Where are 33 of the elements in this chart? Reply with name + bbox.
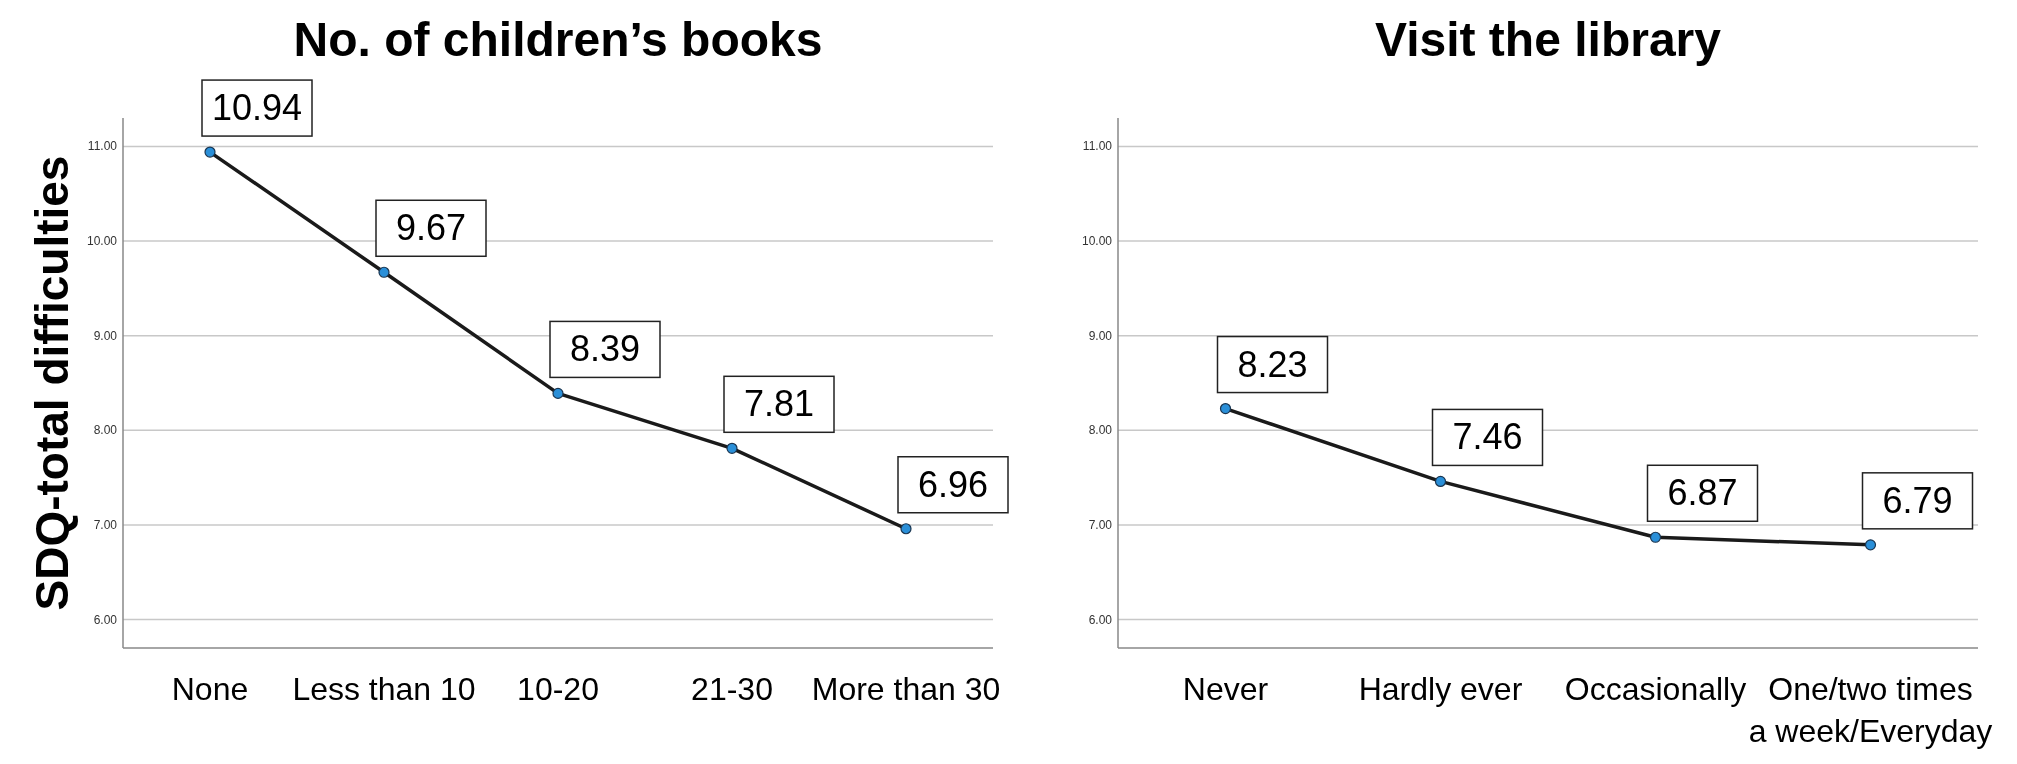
y-tick-label: 9.00: [93, 328, 118, 343]
data-label: 6.96: [917, 463, 989, 505]
x-tick-label: One/two times a week/Everyday: [1748, 671, 1993, 749]
data-label: 6.87: [1667, 472, 1738, 514]
y-tick-label: 11.00: [87, 139, 118, 154]
x-tick-label: Hardly ever: [1358, 671, 1523, 707]
x-tick-label: More than 30: [811, 671, 1001, 707]
x-tick-label: Never: [1182, 671, 1269, 707]
x-tick-label: None: [171, 671, 249, 707]
data-label: 7.81: [743, 383, 815, 425]
chart-title: No. of children’s books: [293, 13, 823, 66]
y-tick-label: 8.00: [93, 423, 118, 438]
data-label: 8.39: [569, 328, 641, 370]
y-tick-label: 6.00: [1088, 612, 1113, 627]
chart-title: Visit the library: [1375, 13, 1722, 66]
y-tick-label: 9.00: [1088, 328, 1113, 343]
data-label: 8.23: [1237, 343, 1308, 385]
y-tick-label: 11.00: [1082, 139, 1113, 154]
y-tick-label: 7.00: [1088, 517, 1113, 532]
x-tick-label: 21-30: [691, 671, 773, 707]
x-tick-label: Occasionally: [1564, 671, 1747, 707]
y-tick-label: 6.00: [93, 612, 118, 627]
y-tick-label: 7.00: [93, 517, 118, 532]
y-tick-label: 10.00: [1081, 234, 1113, 249]
data-label: 6.79: [1882, 479, 1953, 521]
data-label: 10.94: [211, 87, 303, 129]
data-label: 7.46: [1452, 416, 1523, 458]
data-label: 9.67: [395, 207, 467, 249]
x-tick-label: Less than 10: [292, 671, 476, 707]
y-tick-label: 8.00: [1088, 423, 1113, 438]
x-tick-label: 10-20: [517, 671, 599, 707]
y-tick-label: 10.00: [86, 234, 118, 249]
y-axis-title: SDQ-total difficulties: [26, 155, 78, 611]
